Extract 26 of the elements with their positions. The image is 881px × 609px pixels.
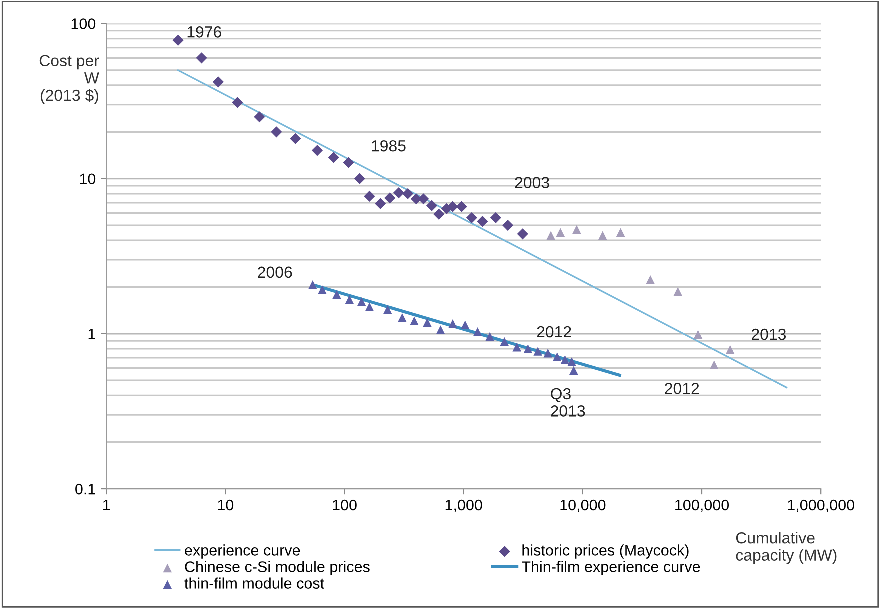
y-tick-label: 100 (72, 18, 96, 30)
annotation: 2012 (537, 326, 572, 338)
x-tick-label: 100,000 (676, 500, 730, 512)
legend-label: Chinese c-Si module prices (185, 561, 370, 576)
y-tick-label: 0.1 (76, 484, 96, 495)
y-tick-label: 1 (88, 328, 96, 340)
annotation: 2013 (752, 328, 786, 340)
x-tick-label: 1,000,000 (788, 500, 854, 512)
y-tick-label: 10 (80, 174, 96, 185)
annotation: 1976 (188, 26, 222, 38)
legend-label: experience curve (185, 544, 300, 559)
x-tick-label: 10,000 (560, 500, 606, 512)
annotation: 2003 (515, 177, 550, 188)
legend-label: Thin-film experience curve (522, 561, 700, 576)
x-tick-label: 10 (218, 500, 234, 511)
legend-label: historic prices (Maycock) (522, 544, 689, 559)
y-axis-title: Cost per W (2013 $) (40, 55, 100, 104)
x-tick-label: 1 (104, 500, 110, 511)
x-tick-label: 1,000 (446, 500, 482, 512)
annotation: 1985 (372, 140, 406, 152)
annotation: 2012 (665, 383, 700, 394)
legend-label: thin-film module cost (184, 578, 324, 589)
annotation: Q3 2013 (551, 388, 586, 417)
annotation: 2006 (258, 266, 292, 278)
x-tick-label: 100 (333, 500, 357, 511)
x-axis-title: Cumulative capacity (MW) (736, 532, 837, 564)
